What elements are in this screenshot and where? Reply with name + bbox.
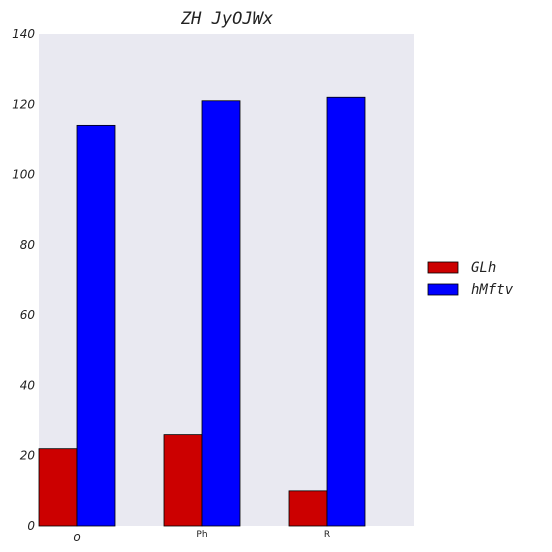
x-tick-label: R bbox=[324, 530, 330, 540]
bar-hMftv-R bbox=[327, 97, 365, 526]
legend-swatch-GLh bbox=[428, 262, 458, 273]
legend: GLh hMftv bbox=[428, 260, 514, 298]
y-tick-label: 100 bbox=[12, 168, 35, 182]
y-tick-label: 80 bbox=[20, 238, 36, 252]
bar-hMftv-o bbox=[77, 125, 115, 526]
y-tick-label: 60 bbox=[20, 308, 36, 322]
y-tick-label: 120 bbox=[12, 97, 35, 111]
y-tick-label: 20 bbox=[20, 449, 36, 463]
x-tick-label: Ph bbox=[196, 530, 207, 540]
chart-title: ZH JyOJWx bbox=[180, 9, 274, 29]
legend-swatch-hMftv bbox=[428, 284, 458, 295]
y-tick-label: 40 bbox=[20, 378, 36, 392]
bar-GLh-Ph bbox=[164, 435, 202, 526]
x-axis-ticks: o Ph R bbox=[73, 530, 330, 544]
legend-label: GLh bbox=[471, 260, 496, 276]
y-axis-ticks: 0 20 40 60 80 100 120 140 bbox=[12, 27, 35, 533]
y-tick-label: 140 bbox=[12, 27, 35, 41]
bar-GLh-o bbox=[39, 449, 77, 526]
legend-label: hMftv bbox=[471, 282, 514, 298]
x-tick-label: o bbox=[73, 530, 80, 544]
bar-hMftv-Ph bbox=[202, 101, 240, 526]
bar-GLh-R bbox=[289, 491, 327, 526]
y-tick-label: 0 bbox=[27, 519, 35, 533]
